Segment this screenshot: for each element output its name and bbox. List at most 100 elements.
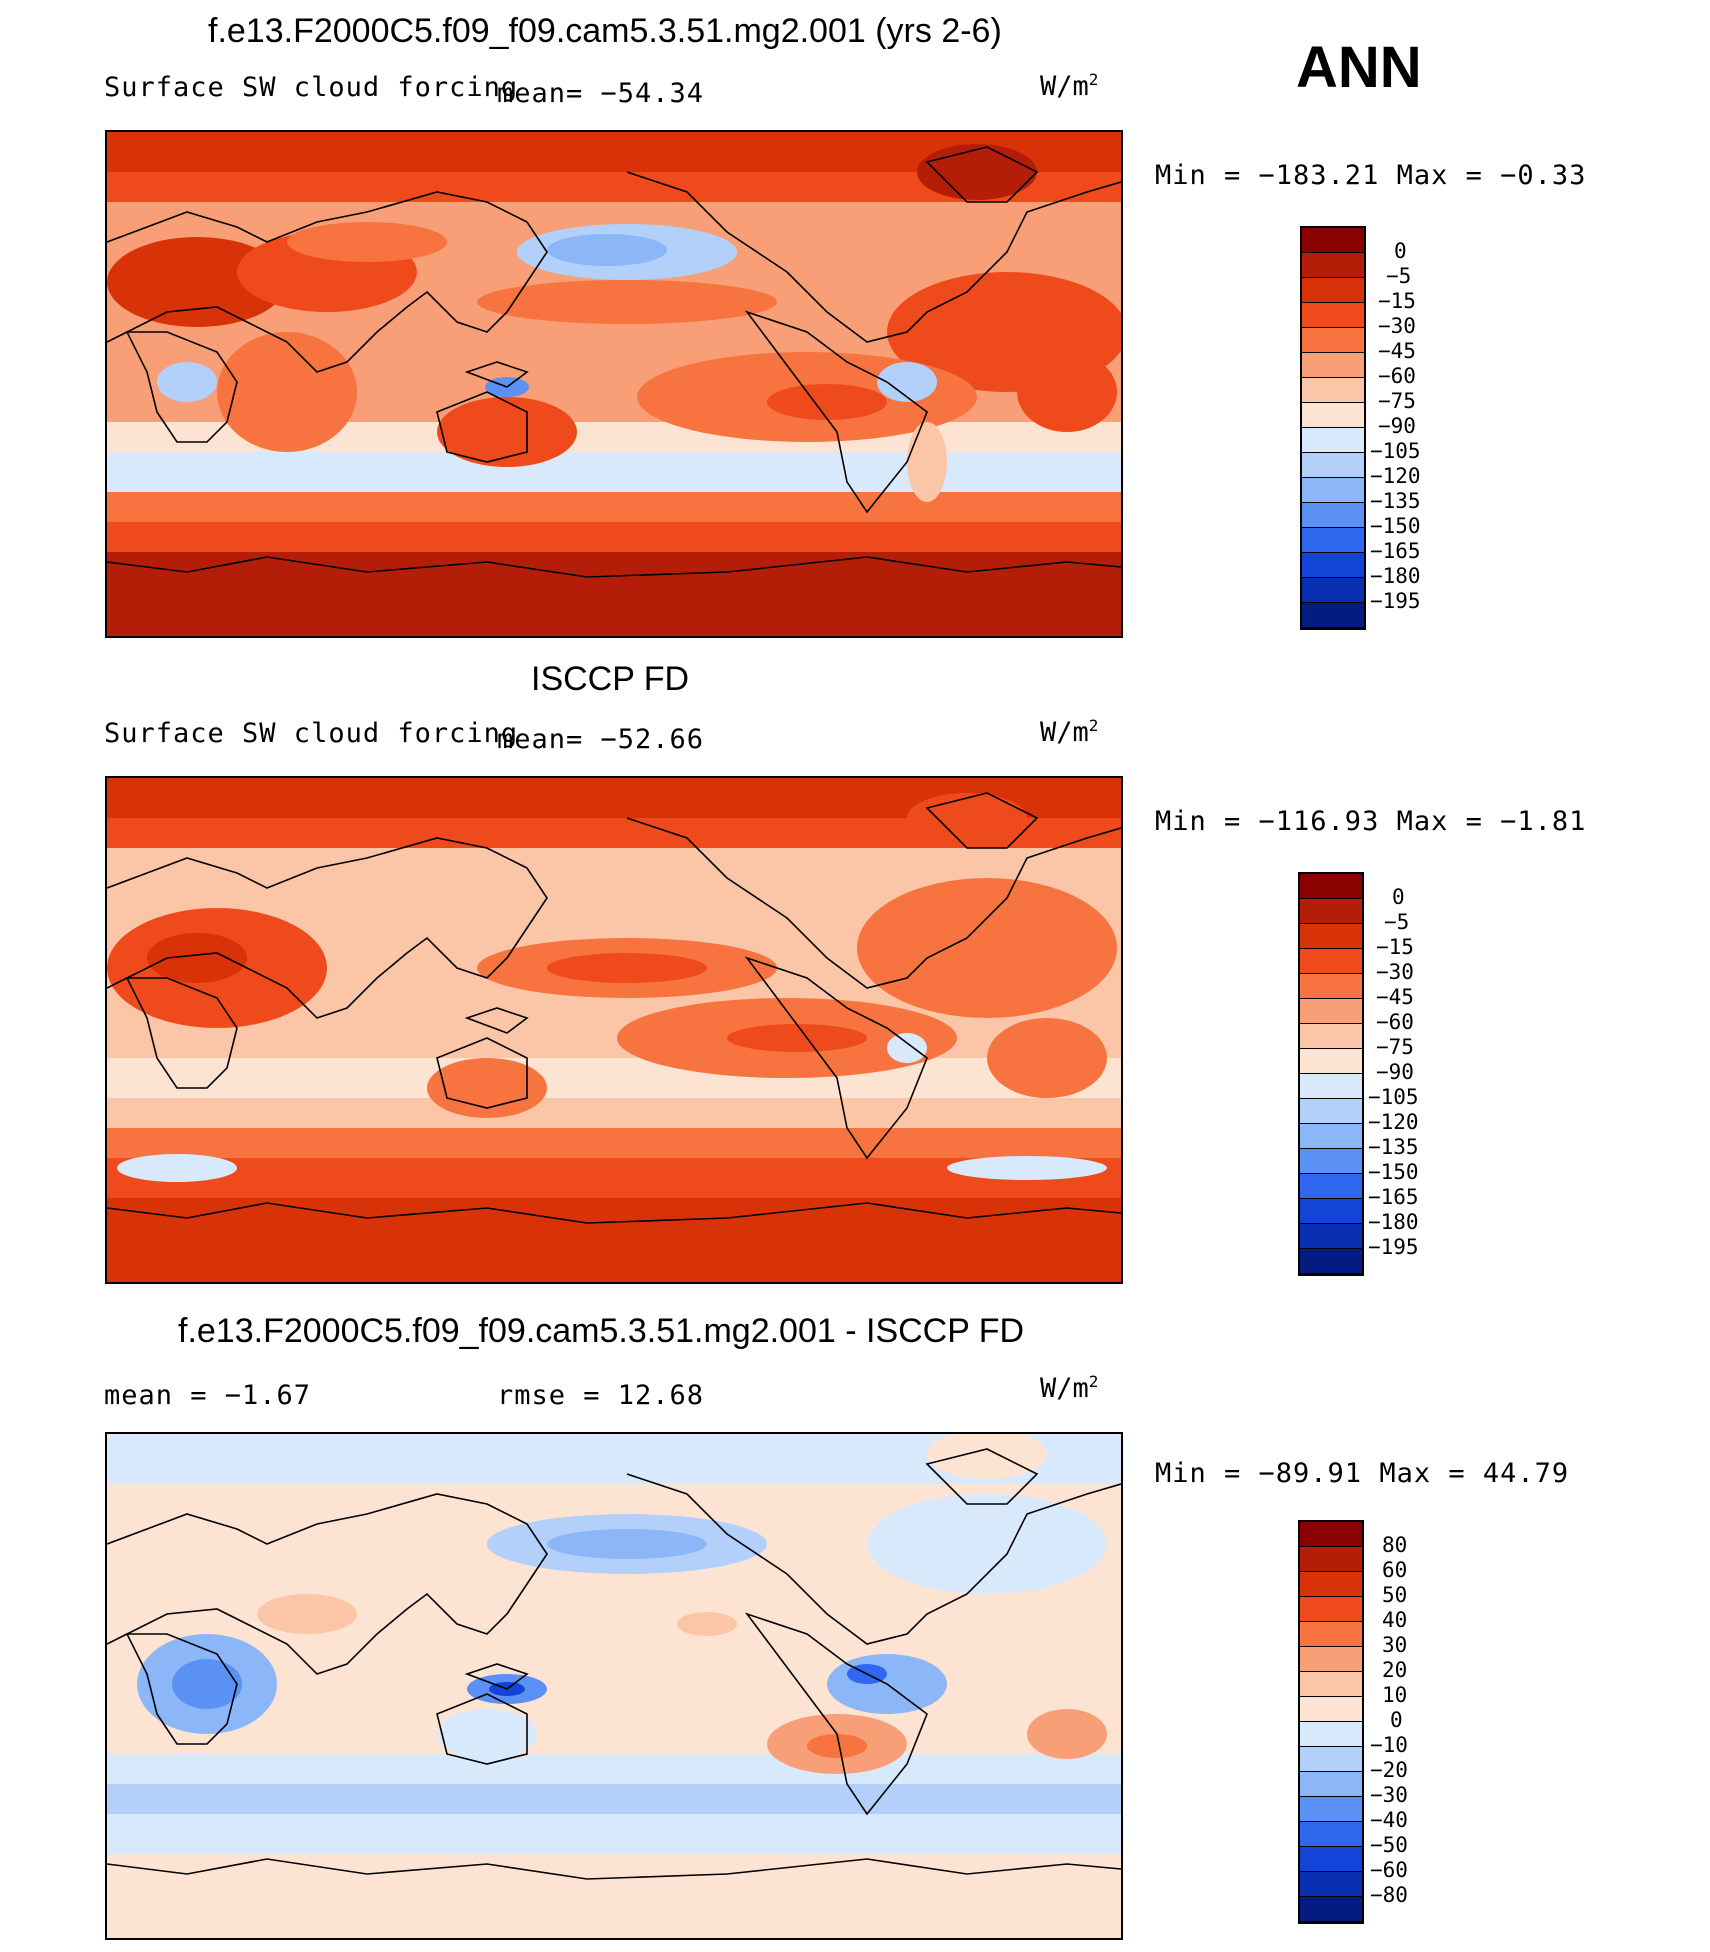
panel1-cbar-label: −150 bbox=[1370, 514, 1421, 538]
panel3-cbar-label: 20 bbox=[1382, 1658, 1408, 1682]
panel1-cbar-swatch-4 bbox=[1302, 303, 1364, 328]
panel1-cbar-label: −120 bbox=[1370, 464, 1421, 488]
panel3-rmse: rmse = 12.68 bbox=[497, 1380, 705, 1411]
panel2-cbar-swatch-2 bbox=[1300, 899, 1362, 924]
panel1-cbar-label: −45 bbox=[1378, 339, 1416, 363]
panel2-cbar-swatch-9 bbox=[1300, 1074, 1362, 1099]
panel1-cbar-label: −60 bbox=[1378, 364, 1416, 388]
panel3-cbar-label: −10 bbox=[1370, 1733, 1408, 1757]
panel3-title: f.e13.F2000C5.f09_f09.cam5.3.51.mg2.001 … bbox=[178, 1312, 1025, 1350]
panel3-cbar-swatch-4 bbox=[1300, 1597, 1362, 1622]
panel2-map bbox=[105, 776, 1123, 1284]
panel1-cbar-label: −75 bbox=[1378, 389, 1416, 413]
panel3-cbar-label: 60 bbox=[1382, 1558, 1408, 1582]
panel1-cbar-swatch-13 bbox=[1302, 528, 1364, 553]
panel2-cbar-swatch-12 bbox=[1300, 1149, 1362, 1174]
panel1-cbar-label: −90 bbox=[1378, 414, 1416, 438]
panel3-cbar-swatch-16 bbox=[1300, 1897, 1362, 1922]
panel2-cbar-label: −60 bbox=[1376, 1010, 1414, 1034]
panel3-cbar-swatch-6 bbox=[1300, 1647, 1362, 1672]
panel3-cbar-swatch-10 bbox=[1300, 1747, 1362, 1772]
panel2-cbar-label: −180 bbox=[1368, 1210, 1419, 1234]
panel3-cbar-label: 0 bbox=[1390, 1708, 1403, 1732]
panel1-cbar-label: −135 bbox=[1370, 489, 1421, 513]
panel1-cbar-swatch-1 bbox=[1302, 228, 1364, 253]
panel2-cbar-label: −120 bbox=[1368, 1110, 1419, 1134]
panel2-colorbar bbox=[1298, 872, 1364, 1276]
panel3-cbar-swatch-13 bbox=[1300, 1822, 1362, 1847]
panel3-cbar-swatch-7 bbox=[1300, 1672, 1362, 1697]
panel1-cbar-label: −15 bbox=[1378, 289, 1416, 313]
panel2-variable-label: Surface SW cloud forcing bbox=[104, 718, 519, 749]
panel3-cbar-swatch-14 bbox=[1300, 1847, 1362, 1872]
panel2-cbar-swatch-10 bbox=[1300, 1099, 1362, 1124]
panel1-cbar-label: −165 bbox=[1370, 539, 1421, 563]
panel1-cbar-swatch-12 bbox=[1302, 503, 1364, 528]
panel1-cbar-swatch-9 bbox=[1302, 428, 1364, 453]
panel3-colorbar bbox=[1298, 1520, 1364, 1924]
panel1-cbar-swatch-10 bbox=[1302, 453, 1364, 478]
panel1-colorbar bbox=[1300, 226, 1366, 630]
panel3-units: W/m2 bbox=[1040, 1372, 1099, 1404]
panel1-cbar-swatch-7 bbox=[1302, 378, 1364, 403]
panel2-mean: mean= −52.66 bbox=[497, 724, 705, 755]
panel3-cbar-label: −20 bbox=[1370, 1758, 1408, 1782]
panel1-cbar-swatch-3 bbox=[1302, 278, 1364, 303]
panel2-cbar-swatch-3 bbox=[1300, 924, 1362, 949]
panel2-cbar-swatch-4 bbox=[1300, 949, 1362, 974]
panel2-cbar-swatch-15 bbox=[1300, 1224, 1362, 1249]
panel3-cbar-label: 50 bbox=[1382, 1583, 1408, 1607]
panel3-cbar-swatch-1 bbox=[1300, 1522, 1362, 1547]
panel2-cbar-label: −165 bbox=[1368, 1185, 1419, 1209]
season-label: ANN bbox=[1296, 35, 1422, 100]
panel3-cbar-swatch-15 bbox=[1300, 1872, 1362, 1897]
panel2-cbar-swatch-14 bbox=[1300, 1199, 1362, 1224]
panel1-cbar-swatch-14 bbox=[1302, 553, 1364, 578]
panel2-cbar-label: −90 bbox=[1376, 1060, 1414, 1084]
panel3-cbar-label: 30 bbox=[1382, 1633, 1408, 1657]
panel1-cbar-swatch-2 bbox=[1302, 253, 1364, 278]
panel2-cbar-swatch-7 bbox=[1300, 1024, 1362, 1049]
panel2-minmax: Min = −116.93 Max = −1.81 bbox=[1155, 806, 1587, 837]
panel2-cbar-swatch-13 bbox=[1300, 1174, 1362, 1199]
panel1-cbar-label: −30 bbox=[1378, 314, 1416, 338]
panel3-cbar-swatch-2 bbox=[1300, 1547, 1362, 1572]
panel2-cbar-swatch-16 bbox=[1300, 1249, 1362, 1274]
panel3-minmax: Min = −89.91 Max = 44.79 bbox=[1155, 1458, 1570, 1489]
panel2-cbar-label: −150 bbox=[1368, 1160, 1419, 1184]
panel3-cbar-swatch-5 bbox=[1300, 1622, 1362, 1647]
panel2-cbar-label: 0 bbox=[1392, 885, 1405, 909]
panel3-cbar-label: −40 bbox=[1370, 1808, 1408, 1832]
panel3-cbar-label: −30 bbox=[1370, 1783, 1408, 1807]
panel2-cbar-swatch-5 bbox=[1300, 974, 1362, 999]
panel2-cbar-label: −135 bbox=[1368, 1135, 1419, 1159]
panel3-cbar-swatch-3 bbox=[1300, 1572, 1362, 1597]
panel1-cbar-label: 0 bbox=[1394, 239, 1407, 263]
panel2-cbar-label: −30 bbox=[1376, 960, 1414, 984]
panel2-title: ISCCP FD bbox=[531, 660, 690, 698]
panel2-cbar-swatch-1 bbox=[1300, 874, 1362, 899]
panel3-cbar-swatch-11 bbox=[1300, 1772, 1362, 1797]
panel2-cbar-label: −195 bbox=[1368, 1235, 1419, 1259]
panel2-cbar-swatch-6 bbox=[1300, 999, 1362, 1024]
panel1-cbar-swatch-6 bbox=[1302, 353, 1364, 378]
panel1-variable-label: Surface SW cloud forcing bbox=[104, 72, 519, 103]
panel3-map bbox=[105, 1432, 1123, 1940]
panel1-cbar-swatch-16 bbox=[1302, 603, 1364, 628]
panel3-cbar-label: −50 bbox=[1370, 1833, 1408, 1857]
panel1-mean: mean= −54.34 bbox=[497, 78, 705, 109]
panel1-cbar-label: −195 bbox=[1370, 589, 1421, 613]
panel3-cbar-label: 10 bbox=[1382, 1683, 1408, 1707]
panel2-cbar-swatch-11 bbox=[1300, 1124, 1362, 1149]
panel3-cbar-swatch-9 bbox=[1300, 1722, 1362, 1747]
panel2-cbar-swatch-8 bbox=[1300, 1049, 1362, 1074]
panel1-cbar-swatch-11 bbox=[1302, 478, 1364, 503]
panel2-cbar-label: −5 bbox=[1384, 910, 1410, 934]
panel1-cbar-swatch-5 bbox=[1302, 328, 1364, 353]
panel3-mean: mean = −1.67 bbox=[104, 1380, 312, 1411]
panel1-units: W/m2 bbox=[1040, 70, 1099, 102]
panel3-cbar-label: −80 bbox=[1370, 1883, 1408, 1907]
panel2-units: W/m2 bbox=[1040, 716, 1099, 748]
panel2-cbar-label: −15 bbox=[1376, 935, 1414, 959]
panel1-cbar-swatch-8 bbox=[1302, 403, 1364, 428]
